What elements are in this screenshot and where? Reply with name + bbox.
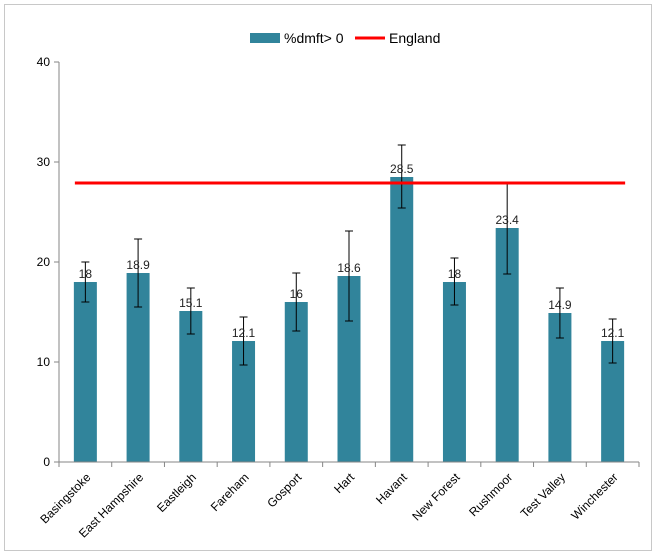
- data-label: 12.1: [232, 326, 256, 340]
- x-category-label: New Forest: [409, 470, 463, 524]
- x-category-label: Fareham: [208, 470, 252, 514]
- legend: %dmft> 0 England: [250, 30, 440, 46]
- bar: [126, 273, 150, 462]
- data-label: 23.4: [496, 213, 520, 227]
- y-tick-label: 30: [37, 155, 51, 169]
- bar-chart: 0 10 20 30 40 18 18.9 15.1 12.1 16 18.6 28.5 18 23.4…: [37, 30, 640, 540]
- data-label: 18: [448, 267, 462, 281]
- legend-label-england: England: [389, 30, 440, 46]
- y-tick-label: 10: [37, 355, 51, 369]
- data-label: 14.9: [548, 298, 572, 312]
- bar: [390, 177, 414, 462]
- legend-label-bars: %dmft> 0: [284, 30, 344, 46]
- x-category-label: Basingstoke: [37, 470, 93, 526]
- x-category-label: Havant: [373, 470, 410, 507]
- y-tick-label: 0: [43, 455, 50, 469]
- x-category-label: Hart: [331, 470, 357, 496]
- y-axis: 0 10 20 30 40: [37, 55, 60, 469]
- error-bars: [81, 144, 617, 366]
- bar: [337, 276, 361, 462]
- bar: [601, 341, 625, 462]
- bar: [73, 282, 97, 462]
- chart-frame: 0 10 20 30 40 18 18.9 15.1 12.1 16 18.6 28.5 18 23.4…: [4, 4, 652, 551]
- bar: [232, 341, 256, 462]
- x-category-label: Eastleigh: [154, 470, 199, 515]
- data-label: 15.1: [179, 296, 203, 310]
- data-labels: 18 18.9 15.1 12.1 16 18.6 28.5 18 23.4 14.9 12.1: [79, 162, 625, 340]
- bar: [179, 311, 203, 462]
- data-label: 16: [290, 287, 304, 301]
- data-label: 28.5: [390, 162, 414, 176]
- data-label: 18.9: [126, 258, 150, 272]
- data-label: 18.6: [337, 261, 361, 275]
- bar: [284, 302, 308, 462]
- legend-swatch-bars: [250, 33, 280, 43]
- y-tick-label: 20: [37, 255, 51, 269]
- y-tick-label: 40: [37, 55, 51, 69]
- bar: [442, 282, 466, 462]
- x-category-label: Test Valley: [518, 470, 568, 520]
- bar: [495, 228, 519, 462]
- x-category-label: Rushmoor: [466, 470, 515, 519]
- data-label: 18: [79, 267, 93, 281]
- data-label: 12.1: [601, 326, 625, 340]
- x-category-label: Winchester: [568, 470, 620, 522]
- bar: [548, 313, 572, 462]
- bar-series: [73, 177, 625, 462]
- x-category-label: Gosport: [264, 470, 305, 511]
